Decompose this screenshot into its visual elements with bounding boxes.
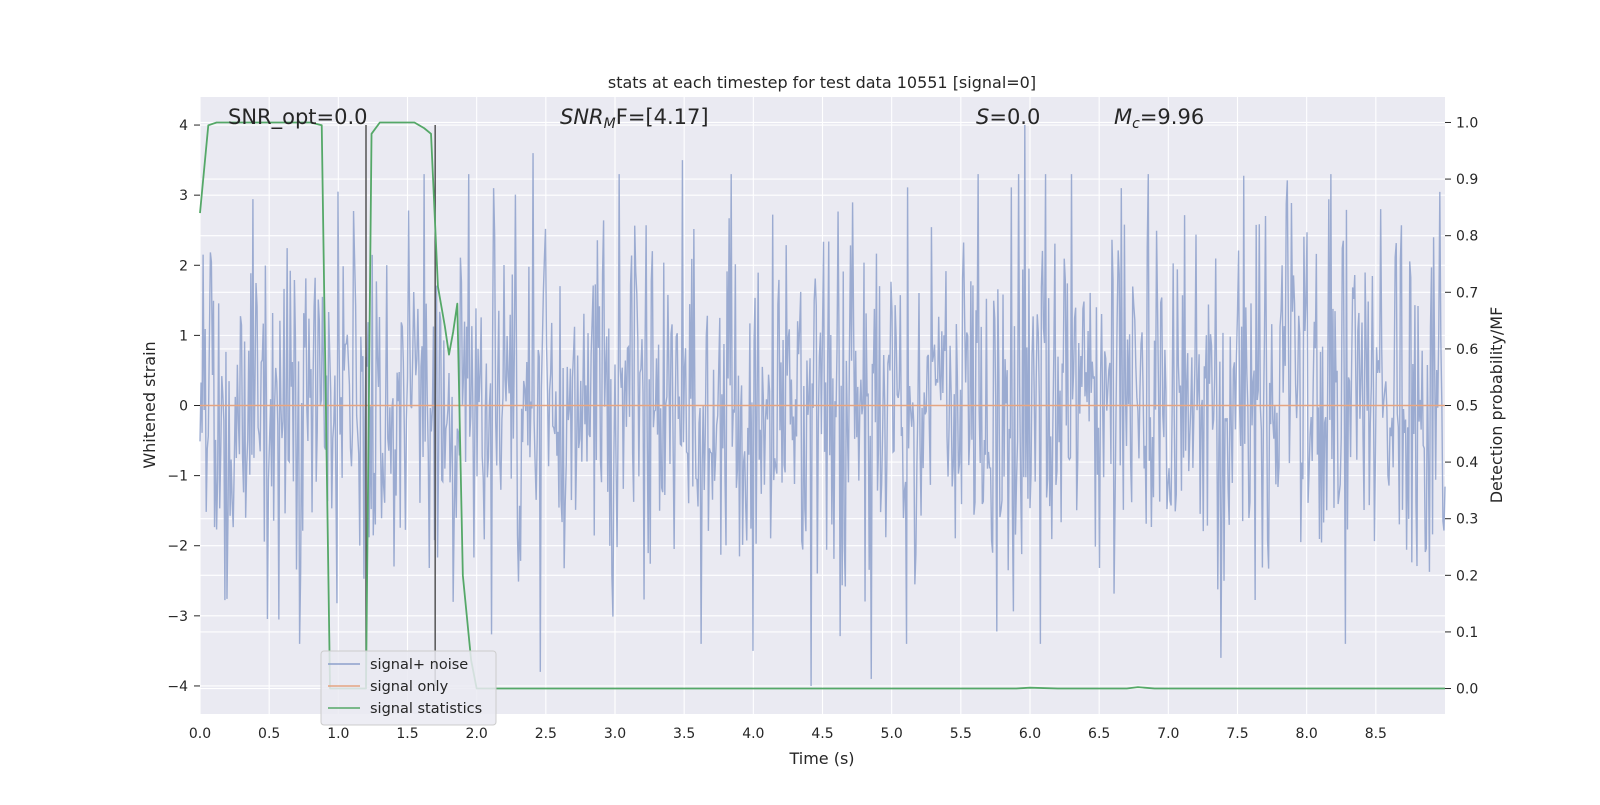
annotation-s-rest: =0.0 <box>989 105 1040 129</box>
annotation-snr-mf-rest: F=[4.17] <box>616 105 709 129</box>
y-tick-label: 0 <box>179 399 188 415</box>
legend: signal+ noise signal only signal statist… <box>320 650 497 726</box>
y2-tick-label: 0.0 <box>1456 682 1478 698</box>
x-tick-label: 5.5 <box>950 726 972 742</box>
y2-tick-label: 0.4 <box>1456 455 1478 471</box>
x-tick-label: 7.0 <box>1157 726 1179 742</box>
legend-label-signal-statistics: signal statistics <box>370 701 482 717</box>
x-tick-label: 8.0 <box>1296 726 1318 742</box>
y2-tick-label: 0.1 <box>1456 625 1478 641</box>
legend-box <box>320 650 497 726</box>
annotation-mc-rest: =9.96 <box>1140 105 1204 129</box>
annotation-snr-opt: SNR_opt=0.0 <box>228 105 368 130</box>
annotation-snr-mf: SNRMF=[4.17] <box>560 105 709 132</box>
statistics-line <box>199 121 1445 690</box>
tick-labels: 0.0 0.5 1.0 1.5 2.0 2.5 3.0 3.5 4.0 4.5 5.0 5.5 6.0 6… <box>167 115 1478 742</box>
annotation-s: S=0.0 <box>976 105 1040 129</box>
x-tick-label: 1.0 <box>327 726 349 742</box>
y2-tick-label: 0.8 <box>1456 229 1478 245</box>
y-tick-label: 4 <box>179 118 188 134</box>
y2-tick-label: 0.7 <box>1456 285 1478 301</box>
x-tick-label: 6.5 <box>1088 726 1110 742</box>
noise-line <box>199 125 1446 686</box>
x-tick-label: 8.5 <box>1365 726 1387 742</box>
series-signal-statistics <box>199 121 1445 690</box>
y2-tick-label: 0.3 <box>1456 512 1478 528</box>
annotation-mc-sub: c <box>1132 116 1140 132</box>
y-tick-label: −2 <box>167 539 188 555</box>
y2-tick-label: 0.6 <box>1456 342 1478 358</box>
y-tick-label: −3 <box>167 609 188 625</box>
y-axis-label: Whitened strain <box>140 341 159 468</box>
x-tick-label: 3.0 <box>604 726 626 742</box>
annotation-snr-mf-sub: M <box>604 116 616 132</box>
x-tick-label: 7.5 <box>1226 726 1248 742</box>
y-tick-label: 2 <box>179 258 188 274</box>
x-tick-label: 5.0 <box>881 726 903 742</box>
y2-tick-label: 0.2 <box>1456 568 1478 584</box>
series-signal-plus-noise <box>199 125 1446 686</box>
x-tick-label: 3.5 <box>673 726 695 742</box>
legend-label-signal-noise: signal+ noise <box>370 657 468 673</box>
y2-tick-label: 0.5 <box>1456 399 1478 415</box>
annotation-mc-main: M <box>1114 105 1132 129</box>
y-tick-label: 1 <box>179 328 188 344</box>
x-tick-label: 0.0 <box>189 726 211 742</box>
x-axis-label: Time (s) <box>788 749 854 768</box>
annotation-s-main: S <box>976 105 989 129</box>
x-tick-label: 4.5 <box>811 726 833 742</box>
y-tick-label: −1 <box>167 469 188 485</box>
x-tick-label: 1.5 <box>396 726 418 742</box>
x-tick-label: 2.5 <box>535 726 557 742</box>
annotation-snr-mf-main: SNR <box>560 105 604 129</box>
y2-tick-label: 0.9 <box>1456 172 1478 188</box>
x-tick-label: 0.5 <box>258 726 280 742</box>
chart-title: stats at each timestep for test data 105… <box>608 73 1036 92</box>
y2-tick-label: 1.0 <box>1456 115 1478 131</box>
x-tick-label: 4.0 <box>742 726 764 742</box>
legend-label-signal-only: signal only <box>370 679 449 695</box>
annotation-mc: Mc=9.96 <box>1114 105 1204 132</box>
y2-axis-label: Detection probability/MF <box>1487 307 1506 504</box>
y-tick-label: 3 <box>179 188 188 204</box>
x-tick-label: 2.0 <box>466 726 488 742</box>
y-tick-label: −4 <box>167 679 188 695</box>
x-tick-label: 6.0 <box>1019 726 1041 742</box>
